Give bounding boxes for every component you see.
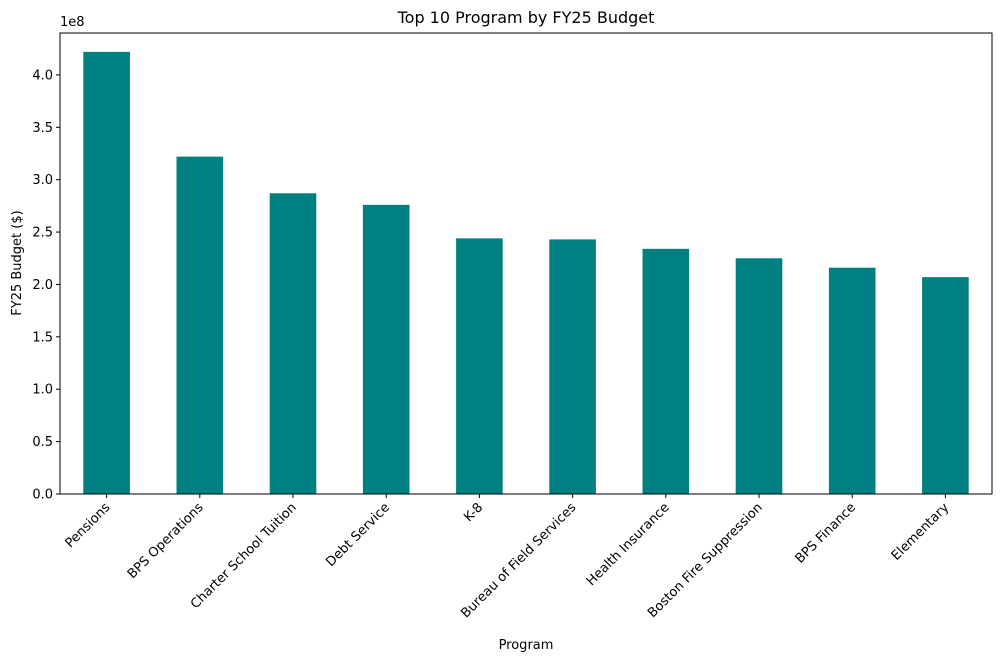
y-tick-label: 3.0 — [32, 173, 53, 188]
y-tick-label: 0.0 — [32, 488, 53, 503]
y-tick-label: 2.5 — [32, 226, 53, 241]
bar-6 — [642, 248, 690, 494]
x-tick-label: Debt Service — [323, 500, 393, 570]
y-tick-label: 2.0 — [32, 278, 53, 293]
bar-9 — [922, 277, 969, 494]
bar-5 — [549, 239, 596, 494]
bar-1 — [176, 156, 224, 494]
bar-0 — [83, 51, 130, 495]
x-tick-label: Elementary — [889, 500, 953, 564]
x-tick-label: Charter School Tuition — [188, 500, 300, 612]
bar-7 — [735, 258, 783, 494]
x-tick-label: Health Insurance — [584, 500, 673, 589]
x-tick-label: K-8 — [461, 500, 486, 525]
bars-group — [83, 51, 969, 495]
x-tick-label: BPS Finance — [793, 500, 859, 566]
y-axis: 0.0 0.5 1.0 1.5 2.0 2.5 3.0 3.5 4.0 — [32, 68, 60, 503]
y-tick-label: 0.5 — [32, 435, 53, 450]
y-axis-offset-label: 1e8 — [60, 15, 85, 30]
bar-4 — [456, 238, 503, 494]
bar-3 — [362, 204, 410, 494]
x-tick-label: Pensions — [63, 500, 114, 551]
bar-8 — [828, 267, 876, 494]
bar-2 — [269, 193, 317, 495]
x-tick-label: BPS Operations — [125, 500, 207, 582]
y-axis-label: FY25 Budget ($) — [10, 210, 25, 315]
x-axis-label: Program — [499, 638, 554, 653]
y-tick-label: 4.0 — [32, 68, 53, 83]
chart-title: Top 10 Program by FY25 Budget — [397, 8, 655, 27]
y-tick-label: 3.5 — [32, 121, 53, 136]
plot-frame — [59, 32, 993, 495]
y-tick-label: 1.0 — [32, 383, 53, 398]
y-tick-label: 1.5 — [32, 330, 53, 345]
